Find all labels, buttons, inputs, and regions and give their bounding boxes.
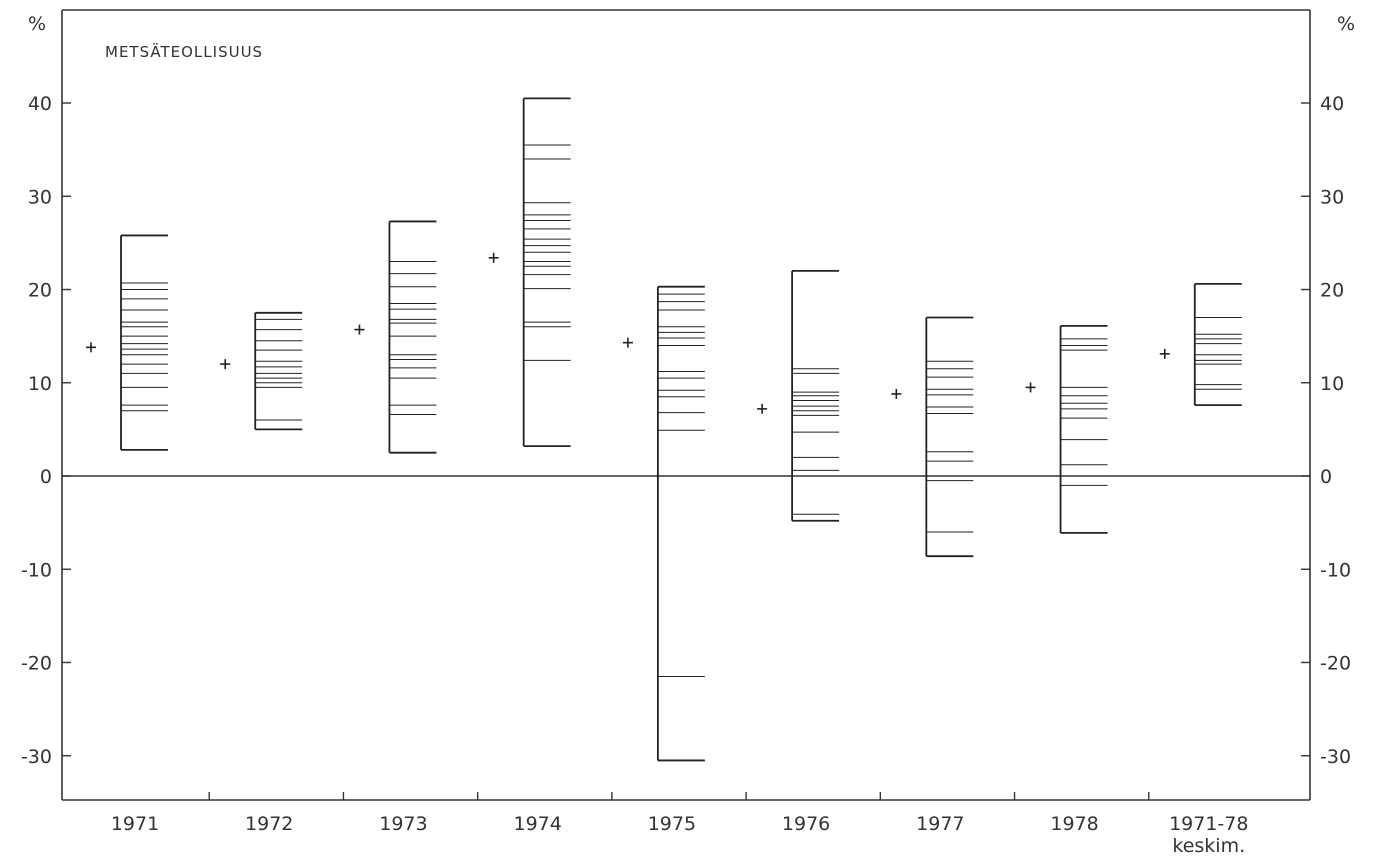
x-tick-label: 1972: [245, 813, 293, 835]
range-group-1978: [1025, 324, 1108, 534]
y-tick-label-left: 30: [28, 186, 52, 208]
y-tick-label-right: 40: [1320, 93, 1344, 115]
x-tick-label: 1971: [111, 813, 159, 835]
range-group-1971-78: [1159, 283, 1242, 407]
y-tick-label-right: -30: [1320, 746, 1351, 768]
y-tick-label-left: 10: [28, 373, 52, 395]
chart-marks: [86, 97, 1242, 762]
y-tick-label-left: -30: [21, 746, 52, 768]
x-tick-label: 1973: [379, 813, 427, 835]
range-group-1972: [220, 311, 303, 431]
x-tick-label: 1975: [648, 813, 696, 835]
y-tick-label-left: 40: [28, 93, 52, 115]
y-tick-label-right: 30: [1320, 186, 1344, 208]
x-tick-label: 1977: [916, 813, 964, 835]
x-tick-label: 1974: [513, 813, 561, 835]
range-group-1975: [622, 285, 705, 762]
y-unit-left: %: [28, 13, 46, 35]
y-tick-label-left: -20: [21, 653, 52, 675]
range-group-1974: [488, 97, 571, 448]
y-tick-label-left: 20: [28, 280, 52, 302]
y-tick-label-left: 0: [40, 466, 52, 488]
range-group-1971: [86, 234, 168, 451]
y-tick-label-right: -20: [1320, 653, 1351, 675]
range-group-1976: [757, 269, 840, 522]
y-tick-label-right: 10: [1320, 373, 1344, 395]
y-tick-label-right: 20: [1320, 280, 1344, 302]
range-group-1977: [891, 316, 974, 558]
x-axis-labels: 1971 1972 1973 1974 1975 1976 1977 1978 1971-78k…: [111, 813, 1249, 857]
x-tick-label: 1976: [782, 813, 830, 835]
y-tick-label-left: -10: [21, 559, 52, 581]
axis-ticks: 40 40 30 30 20 20 10 10 0 0 -10 -10 -20 -20 -30 -30: [21, 93, 1351, 800]
x-tick-label: 1971-78: [1169, 813, 1248, 835]
plot-frame: [61, 9, 1311, 801]
y-tick-label-right: -10: [1320, 559, 1351, 581]
chart-title: METSÄTEOLLISUUS: [105, 42, 263, 61]
y-tick-label-right: 0: [1320, 466, 1332, 488]
y-unit-right: %: [1337, 13, 1355, 35]
x-tick-label: 1978: [1050, 813, 1098, 835]
range-group-1973: [354, 220, 437, 454]
x-tick-sublabel: keskim.: [1172, 835, 1245, 857]
